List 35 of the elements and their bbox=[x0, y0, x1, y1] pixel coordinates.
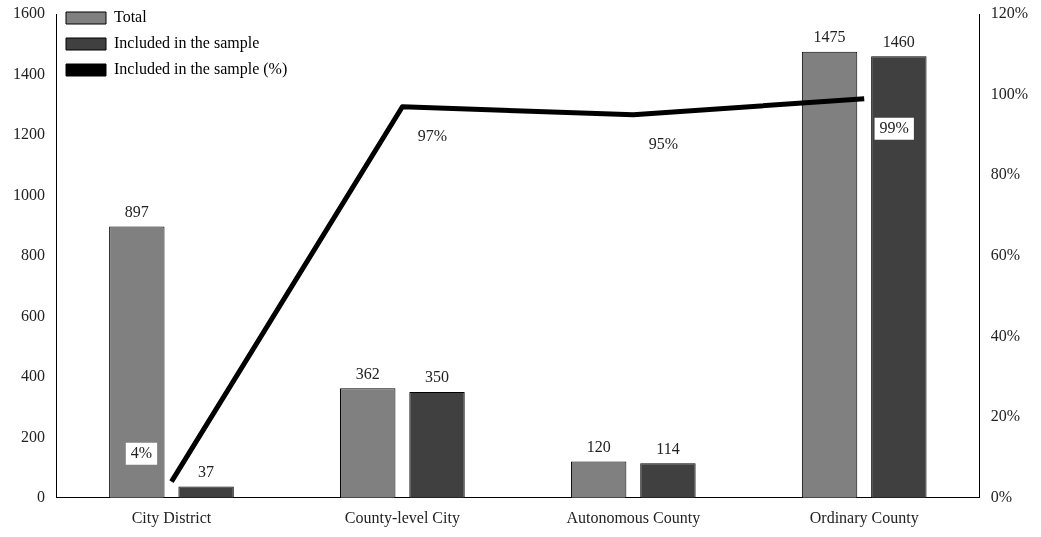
legend-label: Included in the sample (%) bbox=[114, 60, 288, 79]
y-tick-label: 200 bbox=[21, 427, 45, 445]
data-label: 99% bbox=[879, 118, 909, 136]
data-label: 95% bbox=[648, 134, 678, 152]
x-tick-label: City District bbox=[131, 508, 212, 527]
data-label: 97% bbox=[417, 126, 448, 144]
data-label: 362 bbox=[355, 364, 380, 382]
y-tick-label: 600 bbox=[21, 306, 45, 324]
data-label: 114 bbox=[656, 439, 680, 457]
legend-label: Included in the sample bbox=[114, 34, 260, 53]
y-tick-label: 0 bbox=[37, 488, 45, 505]
y2-tick-label: 120% bbox=[990, 4, 1028, 22]
data-label: 37 bbox=[198, 462, 215, 480]
y2-tick-label: 40% bbox=[990, 326, 1020, 344]
x-tick-label: Ordinary County bbox=[809, 508, 919, 527]
data-label: 1460 bbox=[882, 32, 915, 50]
data-label: 120 bbox=[586, 437, 611, 455]
y2-tick-label: 60% bbox=[990, 246, 1020, 264]
y-tick-label: 800 bbox=[21, 246, 45, 264]
y-tick-label: 1000 bbox=[13, 185, 45, 203]
y-tick-label: 1600 bbox=[13, 4, 45, 22]
x-tick-label: County-level City bbox=[344, 508, 460, 527]
data-label: 1475 bbox=[813, 28, 846, 45]
x-tick-label: Autonomous County bbox=[566, 508, 701, 527]
y-tick-label: 1400 bbox=[13, 64, 45, 82]
data-label: 350 bbox=[425, 368, 450, 386]
y2-tick-label: 20% bbox=[990, 407, 1020, 425]
y-tick-label: 1200 bbox=[13, 125, 45, 143]
y2-tick-label: 80% bbox=[990, 165, 1020, 183]
data-label: 4% bbox=[130, 443, 153, 461]
y2-tick-label: 0% bbox=[990, 488, 1012, 505]
y2-tick-label: 100% bbox=[990, 84, 1028, 102]
data-label: 897 bbox=[124, 202, 149, 220]
y-tick-label: 400 bbox=[21, 367, 45, 385]
legend-label: Total bbox=[114, 8, 148, 26]
